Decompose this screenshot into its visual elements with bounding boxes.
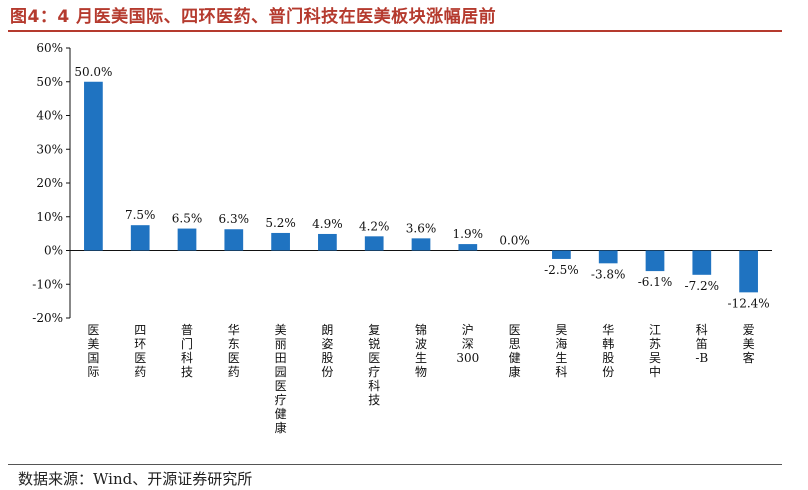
bar <box>645 250 665 272</box>
category-label: 锦波生物 <box>415 323 427 379</box>
data-label: 3.6% <box>406 221 437 235</box>
source-note: 数据来源：Wind、开源证券研究所 <box>18 470 253 488</box>
data-label: -7.2% <box>685 279 720 293</box>
chart-data-labels: 50.0% 7.5% 6.5% 6.3% 5.2% 4.9% 4.2% 3.6% 1.9% 0.0… <box>74 65 769 311</box>
bar <box>364 236 384 251</box>
category-label: 医美国际 <box>87 323 99 379</box>
bar <box>598 250 618 264</box>
category-label: 科笛-B <box>695 323 708 365</box>
category-label: 沪深 300 <box>456 323 479 365</box>
data-label: -6.1% <box>638 275 673 289</box>
category-label: 昊海生科 <box>555 323 567 379</box>
y-tick-label: 0% <box>44 244 63 258</box>
data-label: -2.5% <box>544 263 579 277</box>
data-label: 4.2% <box>359 219 390 233</box>
data-label: 50.0% <box>74 65 112 79</box>
bar <box>692 250 712 275</box>
category-label: 华韩股份 <box>602 323 614 379</box>
y-tick-label: 40% <box>36 109 63 123</box>
y-tick-label: -10% <box>32 277 63 291</box>
bar <box>271 232 290 251</box>
bar <box>411 238 431 251</box>
data-label: 0.0% <box>499 234 530 248</box>
footer-divider <box>8 464 782 465</box>
y-tick-label: 20% <box>36 176 63 190</box>
category-label: 普门科技 <box>181 323 193 379</box>
bar <box>130 225 150 251</box>
category-label: 医思健康 <box>509 323 521 379</box>
data-label: 7.5% <box>125 208 156 222</box>
category-label: 四环医药 <box>134 323 146 379</box>
category-label: 复锐医疗科技 <box>368 323 380 407</box>
chart-title: 图4：4 月医美国际、四环医药、普门科技在医美板块涨幅居前 <box>10 7 497 27</box>
bar <box>84 81 103 251</box>
data-label: -12.4% <box>728 296 770 310</box>
bar <box>224 229 244 251</box>
category-label: 华东医药 <box>228 323 240 379</box>
bar <box>552 250 571 259</box>
bar <box>318 233 337 251</box>
y-tick-label: 30% <box>36 142 63 156</box>
bar <box>458 244 478 251</box>
title-divider <box>8 30 782 32</box>
y-tick-label: 10% <box>36 210 63 224</box>
category-label: 江苏吴中 <box>649 323 661 379</box>
y-tick-label: -20% <box>32 311 63 325</box>
chart-category-labels: 医美国际 四环医药 普门科技 华东医药 美丽田园医疗健康 朗姿股份 复锐医疗科技 锦波生物 沪深… <box>87 323 754 435</box>
category-label: 美丽田园医疗健康 <box>275 323 287 435</box>
data-label: -3.8% <box>591 267 626 281</box>
chart-bars <box>84 81 758 293</box>
y-tick-label: 60% <box>36 41 63 55</box>
category-label: 朗姿股份 <box>321 323 333 379</box>
chart-axes: -20% -10% 0% 10% 20% 30% 40% 50% 60% <box>32 41 772 325</box>
y-tick-label: 50% <box>36 75 63 89</box>
data-label: 5.2% <box>265 216 296 230</box>
bar <box>177 228 197 251</box>
category-label: 爱美客 <box>743 323 755 365</box>
data-label: 6.5% <box>172 212 203 226</box>
data-label: 1.9% <box>453 227 484 241</box>
data-label: 4.9% <box>312 217 343 231</box>
bar <box>739 250 758 293</box>
data-label: 6.3% <box>219 212 250 226</box>
